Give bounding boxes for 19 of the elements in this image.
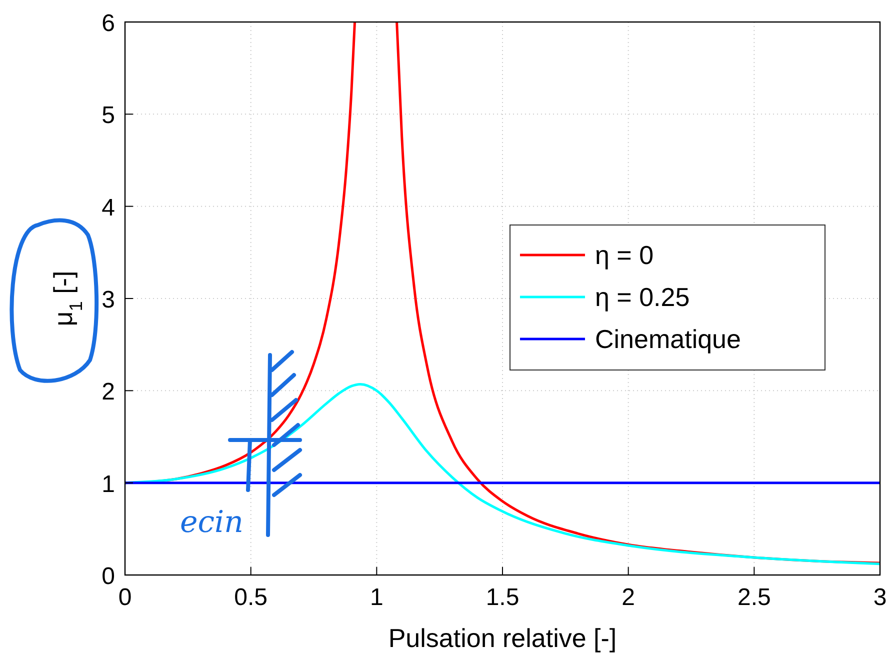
legend-label: Cinematique: [595, 324, 741, 354]
x-tick-label: 3: [873, 584, 887, 611]
y-tick-label: 3: [102, 286, 115, 314]
x-tick-label: 0.5: [234, 584, 268, 611]
legend-label: η = 0: [595, 240, 654, 270]
y-tick-label: 4: [102, 194, 115, 222]
x-tick-label: 0: [118, 584, 132, 611]
x-axis-title: Pulsation relative [-]: [388, 623, 617, 653]
x-tick-label: 2.5: [737, 584, 771, 611]
y-tick-label: 5: [102, 102, 115, 130]
annotation: ecin: [180, 505, 244, 540]
x-tick-label: 2: [622, 584, 636, 611]
y-tick-label: 0: [102, 563, 115, 590]
x-tick-label: 1.5: [486, 584, 520, 611]
y-tick-label: 6: [102, 10, 115, 37]
y-tick-label: 1: [102, 470, 115, 498]
legend-label: η = 0.25: [595, 282, 690, 312]
y-tick-label: 2: [102, 378, 115, 406]
x-tick-label: 1: [370, 584, 384, 611]
